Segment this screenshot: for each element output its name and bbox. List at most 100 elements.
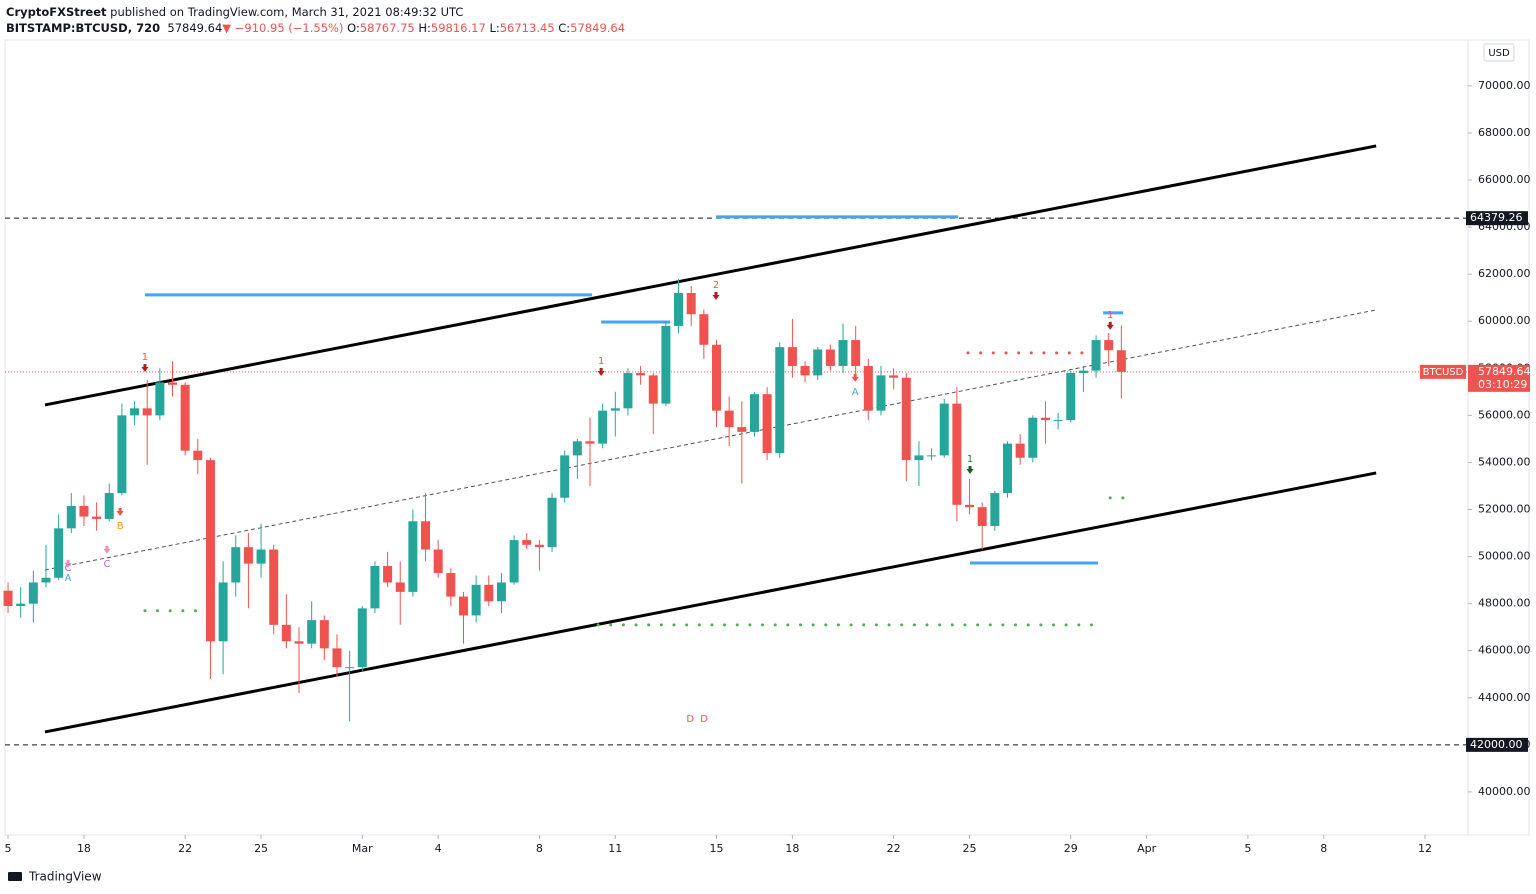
candle-body xyxy=(1116,350,1126,372)
candle-body xyxy=(104,493,114,519)
symbol: BITSTAMP:BTCUSD, 720 xyxy=(6,21,161,35)
candle-body xyxy=(433,549,443,574)
candle-body xyxy=(623,373,633,409)
candle-body xyxy=(965,504,975,508)
candle-body xyxy=(863,365,873,411)
annotation-arrow xyxy=(116,507,124,516)
candle-body xyxy=(307,620,317,644)
candle-body xyxy=(180,384,190,451)
candle-body xyxy=(598,410,608,444)
annotation-arrow xyxy=(597,367,605,376)
candle-body xyxy=(218,582,228,642)
candle-body xyxy=(560,455,570,498)
candle-body xyxy=(332,648,342,668)
ohlc-value: 56713.45 xyxy=(499,21,555,35)
ohlc: O:58767.75 H:59816.17 L:56713.45 C:57849… xyxy=(347,21,625,35)
candle-body xyxy=(484,584,494,602)
change: ▼ −910.95 (−1.55%) xyxy=(222,21,344,35)
y-tick-label: 46000.00 xyxy=(1478,644,1531,657)
candle-body xyxy=(168,382,178,385)
candle-body xyxy=(155,382,165,416)
y-tick-label: 62000.00 xyxy=(1478,267,1531,280)
candle-body xyxy=(193,450,203,461)
price-line-label: 42000.00 xyxy=(1470,738,1523,751)
candle-body xyxy=(699,314,709,345)
candle-body xyxy=(927,455,937,457)
candle-body xyxy=(977,507,987,526)
candle-body xyxy=(281,624,291,642)
candle-body xyxy=(762,394,772,454)
candle-body xyxy=(16,603,26,607)
x-tick-label: 22 xyxy=(178,842,192,855)
x-tick-label: 8 xyxy=(1320,842,1327,855)
y-tick-label: 44000.00 xyxy=(1478,691,1531,704)
candle-body xyxy=(357,608,367,668)
x-tick-label: Mar xyxy=(352,842,373,855)
currency-box xyxy=(1483,43,1515,62)
candle-body xyxy=(990,493,1000,526)
candle-body xyxy=(92,516,102,519)
annotation-arrow xyxy=(64,559,72,568)
candle-body xyxy=(1015,443,1025,458)
y-tick-label: 48000.00 xyxy=(1478,597,1531,610)
last-price-name-box xyxy=(1420,364,1466,379)
trend-line xyxy=(44,471,1377,734)
annotation: C xyxy=(103,559,110,570)
candle-body xyxy=(914,455,924,461)
x-tick-label: 18 xyxy=(785,842,799,855)
x-tick-label: 29 xyxy=(1064,842,1078,855)
candle-body xyxy=(41,577,51,583)
annotation-arrow xyxy=(103,545,111,554)
footer-brand: TradingView xyxy=(28,870,102,884)
candle-body xyxy=(66,505,76,529)
x-tick-label: 5 xyxy=(1244,842,1251,855)
annotation: 1 xyxy=(598,356,604,367)
annotation: D xyxy=(700,714,708,725)
candle-body xyxy=(345,667,355,669)
annotation: 2 xyxy=(713,280,719,291)
candle-body xyxy=(79,505,89,517)
last-price-label: 57849.64 xyxy=(1478,365,1531,378)
author: CryptoFXStreet xyxy=(6,5,107,19)
annotation-arrow xyxy=(141,363,149,372)
y-tick-label: 70000.00 xyxy=(1478,79,1531,92)
x-tick-label: 18 xyxy=(77,842,91,855)
candle-body xyxy=(825,349,835,366)
annotation-arrow xyxy=(1106,321,1114,330)
annotation-arrow xyxy=(851,373,859,382)
candle-body xyxy=(54,528,64,578)
annotation: A xyxy=(65,573,72,584)
candle-body xyxy=(737,427,747,432)
ohlc-value: 57849.64 xyxy=(570,21,626,35)
candle-body xyxy=(294,641,304,644)
candle-body xyxy=(269,549,279,625)
candle-body xyxy=(408,521,418,592)
y-tick-label: 56000.00 xyxy=(1478,408,1531,421)
ohlc-value: 59816.17 xyxy=(430,21,486,35)
x-tick-label: 4 xyxy=(435,842,442,855)
annotation: B xyxy=(117,521,124,532)
footer-logo xyxy=(8,872,22,881)
candle-body xyxy=(522,540,532,545)
ohlc-value: 58767.75 xyxy=(359,21,415,35)
y-tick-label: 54000.00 xyxy=(1478,455,1531,468)
x-tick-label: 8 xyxy=(536,842,543,855)
candle-body xyxy=(572,441,582,456)
candle-body xyxy=(370,565,380,609)
candle-body xyxy=(547,497,557,548)
symbol-line: BITSTAMP:BTCUSD, 720 57849.64 ▼ −910.95 (… xyxy=(6,20,625,36)
candle-body xyxy=(130,408,140,416)
candle-body xyxy=(28,582,38,604)
candle-body xyxy=(1078,370,1088,374)
annotation: A xyxy=(852,387,859,398)
publish-line: CryptoFXStreet published on TradingView.… xyxy=(6,4,625,20)
candle-body xyxy=(636,373,646,376)
candle-body xyxy=(509,540,519,583)
ohlc-label: L: xyxy=(489,21,500,35)
candle-body xyxy=(205,460,215,642)
candle-body xyxy=(1104,340,1114,351)
candle-body xyxy=(383,565,393,583)
y-tick-label: 40000.00 xyxy=(1478,785,1531,798)
